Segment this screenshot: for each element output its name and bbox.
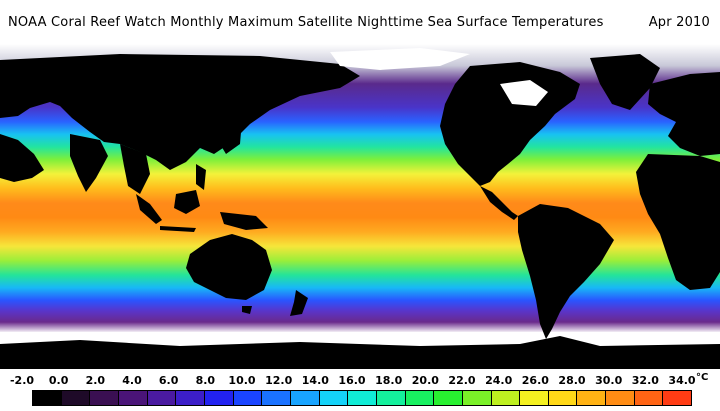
colorbar-swatch — [434, 391, 463, 405]
colorbar-swatch — [577, 391, 607, 405]
colorbar-tick-label: 8.0 — [195, 374, 216, 387]
colorbar-swatch — [348, 391, 377, 405]
colorbar-tick-label: 4.0 — [122, 374, 142, 387]
colorbar-tick-label: 32.0 — [631, 374, 659, 387]
india-landmass — [70, 134, 108, 192]
arabia-landmass — [0, 134, 44, 182]
colorbar — [32, 390, 692, 406]
colorbar-swatch — [61, 391, 91, 405]
colorbar-tick-label: 24.0 — [485, 374, 513, 387]
colorbar-swatch — [33, 391, 62, 405]
new-zealand-landmass — [290, 290, 308, 316]
indochina-landmass — [120, 144, 150, 194]
madagascar-landmass — [700, 238, 712, 266]
colorbar-tick-label: 22.0 — [448, 374, 476, 387]
java-landmass — [160, 226, 196, 232]
colorbar-swatch — [204, 391, 234, 405]
colorbar-tick-label: 20.0 — [411, 374, 439, 387]
colorbar-swatch — [147, 391, 177, 405]
colorbar-tick-label: -2.0 — [9, 374, 35, 387]
eurasia-landmass — [0, 54, 360, 170]
south-america-landmass — [518, 204, 614, 339]
colorbar-swatch — [176, 391, 205, 405]
colorbar-tick-label: 34.0 — [668, 374, 696, 387]
colorbar-tick-labels: °C -2.0 0.0 2.0 4.0 6.0 8.0 10.0 12.0 14.0 16.0 18… — [0, 372, 720, 390]
central-america-landmass — [480, 186, 518, 220]
colorbar-tick-label: 14.0 — [301, 374, 329, 387]
colorbar-swatch — [90, 391, 119, 405]
colorbar-swatch — [634, 391, 664, 405]
colorbar-swatch — [520, 391, 549, 405]
colorbar-swatch — [319, 391, 349, 405]
colorbar-swatch — [548, 391, 578, 405]
africa-landmass — [636, 154, 720, 290]
colorbar-tick-label: 6.0 — [158, 374, 179, 387]
new-guinea-landmass — [220, 212, 268, 230]
colorbar-tick-label: 12.0 — [265, 374, 293, 387]
colorbar-swatch — [405, 391, 435, 405]
colorbar-swatch — [376, 391, 406, 405]
antarctica-landmass — [0, 336, 720, 369]
map-title: NOAA Coral Reef Watch Monthly Maximum Sa… — [8, 14, 604, 30]
colorbar-tick-label: 16.0 — [338, 374, 366, 387]
colorbar-tick-label: 2.0 — [85, 374, 106, 387]
japan-landmass — [220, 112, 242, 154]
world-map-svg — [0, 44, 720, 369]
greenland-landmass — [590, 54, 660, 110]
colorbar-swatch — [262, 391, 291, 405]
philippines-landmass — [196, 164, 206, 190]
colorbar-tick-label: 30.0 — [595, 374, 623, 387]
arctic-ice — [330, 48, 470, 70]
colorbar-unit: °C — [696, 372, 709, 383]
sst-map — [0, 44, 720, 369]
australia-landmass — [186, 234, 272, 300]
colorbar-tick-label: 28.0 — [558, 374, 586, 387]
sumatra-landmass — [136, 194, 162, 224]
map-date: Apr 2010 — [648, 14, 710, 30]
colorbar-tick-label: 26.0 — [521, 374, 549, 387]
colorbar-swatch — [606, 391, 635, 405]
colorbar-tick-label: 10.0 — [228, 374, 256, 387]
colorbar-tick-label: 18.0 — [375, 374, 403, 387]
colorbar-swatch — [462, 391, 492, 405]
colorbar-swatch — [290, 391, 320, 405]
colorbar-swatch — [118, 391, 148, 405]
colorbar-swatch — [491, 391, 521, 405]
europe-landmass — [648, 72, 720, 156]
hudson-ice — [500, 80, 548, 106]
colorbar-swatch — [233, 391, 263, 405]
tasmania-landmass — [242, 306, 252, 314]
borneo-landmass — [174, 190, 200, 214]
map-title-bar: NOAA Coral Reef Watch Monthly Maximum Sa… — [0, 0, 720, 44]
colorbar-tick-label: 0.0 — [48, 374, 69, 387]
colorbar-swatch — [663, 391, 692, 405]
